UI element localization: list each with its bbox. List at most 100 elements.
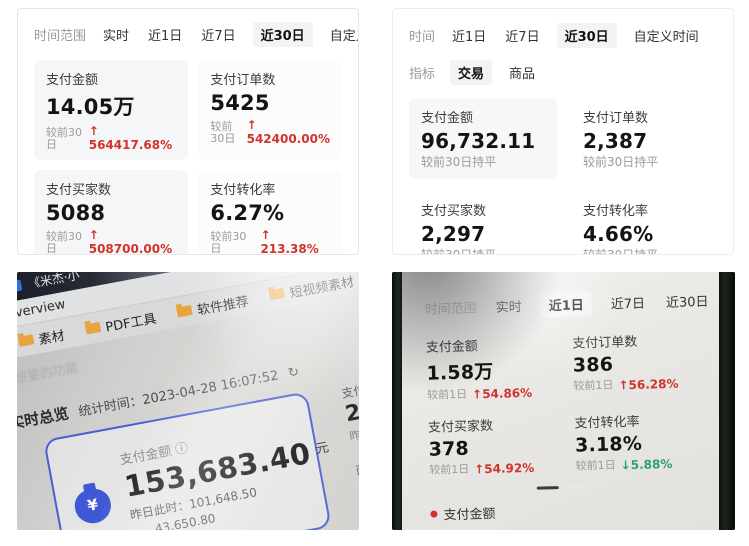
- compare-flat: 较前30日持平: [421, 155, 497, 169]
- folder-icon: [84, 321, 102, 335]
- card-pay-orders[interactable]: 支付订单数 2,387 较前30日持平: [571, 98, 719, 179]
- trend-up: ↑54.92%: [474, 460, 535, 477]
- metric-value: 14.05万: [46, 95, 135, 119]
- card-pay-buyers[interactable]: 支付买家数 378 较前1日 ↑54.92%: [427, 418, 535, 478]
- metric-label: 支付订单数: [210, 73, 276, 88]
- tilted-screen-content: 《米杰·小 er/overview 素材 PDF工具 软件推荐 短视频素材 搜索…: [17, 272, 359, 530]
- time-range-label: 时间范围: [424, 301, 477, 318]
- trend-up: ↑ 564417.68%: [88, 124, 173, 152]
- compare-label: 较前30日: [46, 125, 82, 152]
- legend-dot-icon: [430, 510, 438, 518]
- folder-icon: [176, 304, 194, 318]
- tab-realtime[interactable]: 实时: [103, 29, 130, 44]
- time-tabs: 时间 近1日 近7日 近30日 自定义时间: [409, 23, 719, 48]
- card-pager[interactable]: [410, 482, 711, 493]
- chart-legend: 支付金额: [430, 497, 711, 524]
- overview-title: 实时总览: [17, 404, 71, 433]
- time-label: 时间: [409, 30, 436, 45]
- tab-1d[interactable]: 近1日: [148, 29, 183, 44]
- card-pay-amount[interactable]: 支付金额 1.58万 较前1日 ↑54.86%: [425, 339, 533, 403]
- compare-label: 较前30日: [46, 229, 82, 255]
- card-pay-conversion[interactable]: 支付转化率 3.18% 较前1日 ↓5.88%: [574, 414, 673, 473]
- pager-active-dash[interactable]: [536, 486, 559, 490]
- trend-up: ↑54.86%: [471, 385, 533, 402]
- photo-phone-1d-stats: 时间范围 实时 近1日 近7日 近30日 自定义 支付金额 1.58万 较前1日…: [392, 272, 735, 530]
- panel-top-right: 时间 近1日 近7日 近30日 自定义时间 指标 交易 商品 支付金额 96,7…: [392, 8, 734, 255]
- card-pay-conversion[interactable]: 支付转化率 4.66% 较前30日持平: [571, 191, 719, 255]
- favicon-icon: [17, 279, 23, 292]
- metric-cards: 支付金额 1.58万 较前1日 ↑54.86% 支付订单数 386 较前1日 ↑…: [426, 329, 711, 478]
- card-pay-conversion[interactable]: 支付转化率 6.27% 较前30日 ↑ 213.38%: [198, 170, 342, 255]
- compare-label: 较前30日: [210, 119, 236, 146]
- tab-30d[interactable]: 近30日: [665, 294, 709, 312]
- pay-amount-unit: 元: [314, 440, 331, 458]
- tab-7d[interactable]: 近7日: [201, 29, 236, 44]
- tab-7d[interactable]: 近7日: [610, 296, 646, 313]
- tab-1d[interactable]: 近1日: [540, 291, 593, 318]
- metric-value: 5425: [210, 91, 270, 115]
- panel-top-left: 时间范围 实时 近1日 近7日 近30日 自定义 支付金额 14.05万 较前3…: [17, 8, 359, 255]
- metric-value: 6.27%: [210, 201, 285, 225]
- metric-label: 支付金额: [46, 73, 99, 88]
- side-stats: 支付订单数ⓘ 2,051 昨日全天：1,9 商品访客数 76,8 昨日全: [340, 372, 359, 521]
- metric-value: 2,387: [583, 129, 648, 153]
- compare-flat: 较前30日持平: [583, 155, 659, 169]
- trend-up: ↑ 508700.00%: [88, 228, 173, 255]
- metric-label: 支付金额: [421, 111, 474, 126]
- metric-label: 支付买家数: [46, 183, 112, 198]
- info-icon: ⓘ: [174, 440, 190, 459]
- time-range-tabs: 时间范围 实时 近1日 近7日 近30日 自定义: [424, 288, 709, 321]
- metric-label: 支付订单数: [583, 111, 649, 126]
- card-pay-orders[interactable]: 支付订单数 386 较前1日 ↑56.28%: [572, 334, 679, 393]
- tab-30d[interactable]: 近30日: [556, 23, 617, 48]
- metric-label: 支付买家数: [421, 203, 487, 219]
- metric-value: 4.66%: [583, 221, 654, 246]
- metric-value: 96,732.11: [421, 129, 536, 153]
- trend-up: ↑ 213.38%: [260, 228, 319, 255]
- stat-pay-orders: 支付订单数ⓘ 2,051 昨日全天：1,9: [340, 373, 359, 444]
- folder-icon: [17, 334, 35, 347]
- tab-7d[interactable]: 近7日: [505, 30, 540, 45]
- card-pay-amount[interactable]: 支付金额 96,732.11 较前30日持平: [409, 98, 557, 179]
- tab-trade[interactable]: 交易: [450, 60, 493, 85]
- trend-up: ↑56.28%: [618, 376, 679, 393]
- tab-1d[interactable]: 近1日: [452, 30, 487, 45]
- card-pay-amount[interactable]: 支付金额 14.05万 较前30日 ↑ 564417.68%: [34, 60, 189, 160]
- folder-icon: [268, 287, 286, 301]
- compare-flat: 较前30日持平: [583, 247, 659, 255]
- refresh-icon[interactable]: ↻: [286, 364, 301, 382]
- tab-goods[interactable]: 商品: [509, 67, 536, 82]
- time-range-label: 时间范围: [34, 29, 87, 44]
- card-pay-buyers[interactable]: 支付买家数 5088 较前30日 ↑ 508700.00%: [34, 170, 189, 255]
- metric-cards: 支付金额 14.05万 较前30日 ↑ 564417.68% 支付订单数 542…: [34, 60, 342, 255]
- metric-switch-label: 指标: [409, 67, 436, 82]
- money-bag-icon: ¥: [65, 474, 119, 528]
- compare-label: 较前30日: [210, 229, 247, 255]
- tab-realtime[interactable]: 实时: [495, 300, 522, 316]
- pager-inactive-dash[interactable]: [562, 485, 585, 489]
- bookmark-folder[interactable]: 素材: [17, 324, 66, 351]
- metric-cards: 支付金额 96,732.11 较前30日持平 支付订单数 2,387 较前30日…: [409, 98, 719, 255]
- mini-line-chart: 2000: [431, 525, 713, 530]
- metric-tabs: 指标 交易 商品: [409, 60, 719, 85]
- card-pay-orders[interactable]: 支付订单数 5425 较前30日 ↑ 542400.00%: [198, 60, 342, 160]
- trend-up: ↑ 542400.00%: [246, 118, 330, 146]
- legend-label: 支付金额: [443, 506, 496, 524]
- stat-product-visitors: 商品访客数 76,8 昨日全: [354, 452, 359, 504]
- metric-value: 5088: [46, 201, 106, 225]
- compare-flat: 较前30日持平: [421, 247, 497, 255]
- metric-label: 支付转化率: [583, 203, 649, 219]
- photo-monitor-realtime-overview: 《米杰·小 er/overview 素材 PDF工具 软件推荐 短视频素材 搜索…: [17, 272, 359, 530]
- metric-label: 支付转化率: [210, 183, 276, 198]
- tab-custom[interactable]: 自定义: [329, 29, 358, 44]
- phone-screen: 时间范围 实时 近1日 近7日 近30日 自定义 支付金额 1.58万 较前1日…: [402, 272, 719, 530]
- browser-tab-title: 《米杰·小: [27, 272, 81, 291]
- time-range-tabs: 时间范围 实时 近1日 近7日 近30日 自定义: [34, 22, 358, 47]
- tab-30d[interactable]: 近30日: [252, 22, 313, 47]
- tab-custom-time[interactable]: 自定义时间: [633, 30, 699, 45]
- phone-screen-content: 时间范围 实时 近1日 近7日 近30日 自定义 支付金额 1.58万 较前1日…: [402, 272, 719, 530]
- card-pay-buyers[interactable]: 支付买家数 2,297 较前30日持平: [409, 191, 557, 255]
- metric-value: 2,297: [421, 221, 486, 246]
- trend-down: ↓5.88%: [620, 456, 673, 473]
